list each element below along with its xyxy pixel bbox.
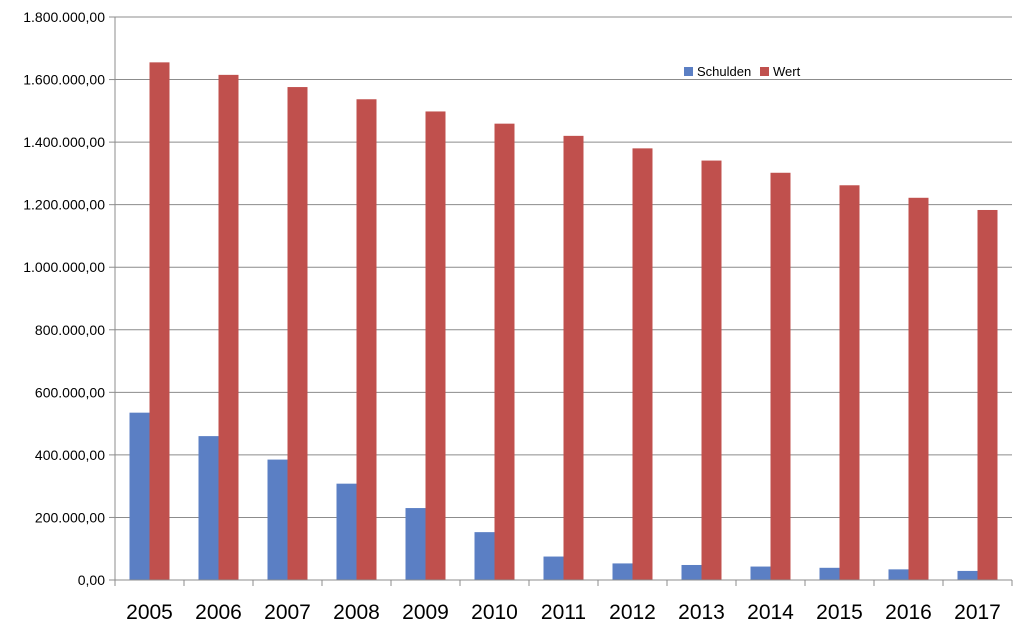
y-tick-label: 1.000.000,00 [23,259,105,275]
legend-swatch-wert [760,67,769,76]
x-tick-label: 2009 [402,601,449,624]
bar-schulden-2006 [198,436,219,580]
bar-wert-2014 [770,172,791,580]
x-tick-label: 2015 [816,601,863,624]
bar-schulden-2010 [474,532,495,580]
y-tick-label: 1.600.000,00 [23,72,105,88]
bar-schulden-2008 [336,483,357,580]
x-tick-label: 2014 [747,601,794,624]
bar-wert-2005 [149,62,170,580]
bar-wert-2008 [356,99,377,580]
legend-label-schulden: Schulden [697,64,751,79]
bar-wert-2006 [218,74,239,580]
y-tick-label: 1.800.000,00 [23,9,105,25]
bar-wert-2013 [701,160,722,580]
x-tick-label: 2016 [885,601,932,624]
bar-schulden-2012 [612,563,633,580]
y-tick-label: 0,00 [78,572,105,588]
bar-schulden-2013 [681,564,702,580]
bar-schulden-2017 [957,570,978,580]
bar-schulden-2016 [888,569,909,580]
bar-schulden-2014 [750,566,771,580]
x-tick-label: 2011 [541,601,586,624]
bar-schulden-2015 [819,567,840,580]
bar-wert-2015 [839,185,860,580]
x-tick-label: 2017 [954,601,1001,624]
y-tick-label: 400.000,00 [35,447,105,463]
y-tick-label: 200.000,00 [35,509,105,525]
x-tick-labels: 2005 2006 2007 2008 2009 2010 2011 2012 2013 2014… [126,601,1001,624]
bar-wert-2016 [908,197,929,580]
bar-wert-2010 [494,123,515,580]
x-tick-label: 2013 [678,601,725,624]
bar-schulden-2009 [405,508,426,580]
y-tick-labels: 0,00 200.000,00 400.000,00 600.000,00 800.00… [23,9,105,588]
bar-wert-2009 [425,111,446,580]
bar-wert-2012 [632,148,653,580]
bar-schulden-2005 [129,412,150,580]
gridlines [109,16,1013,586]
bar-wert-2011 [563,135,584,580]
bar-wert-2017 [977,209,998,580]
bar-schulden-2011 [543,556,564,580]
y-tick-label: 800.000,00 [35,322,105,338]
legend-label-wert: Wert [773,64,801,79]
bar-schulden-2007 [267,459,288,580]
x-tick-label: 2005 [126,601,173,624]
x-tick-label: 2010 [471,601,518,624]
bar-wert-2007 [287,87,308,580]
y-tick-label: 1.200.000,00 [23,197,105,213]
y-tick-label: 600.000,00 [35,384,105,400]
x-tick-label: 2008 [333,601,380,624]
bars [129,62,998,580]
x-tick-label: 2006 [195,601,242,624]
x-tick-label: 2007 [264,601,311,624]
y-tick-label: 1.400.000,00 [23,134,105,150]
axes [114,17,1012,581]
legend-swatch-schulden [684,67,693,76]
x-tick-label: 2012 [609,601,656,624]
legend: Schulden Wert [684,64,801,79]
